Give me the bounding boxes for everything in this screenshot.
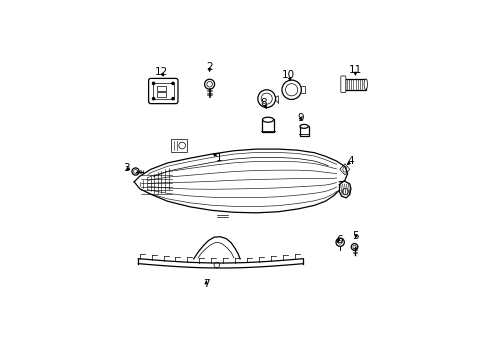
Text: 11: 11 [348, 64, 361, 75]
Text: 3: 3 [123, 163, 129, 174]
Circle shape [172, 82, 174, 85]
Text: 1: 1 [216, 153, 223, 163]
Ellipse shape [299, 125, 307, 128]
Ellipse shape [262, 117, 273, 122]
Polygon shape [339, 164, 349, 175]
FancyBboxPatch shape [344, 79, 366, 90]
FancyBboxPatch shape [157, 92, 166, 97]
Text: 10: 10 [282, 70, 295, 80]
Circle shape [152, 82, 154, 85]
Circle shape [172, 98, 174, 100]
FancyBboxPatch shape [340, 76, 345, 93]
Circle shape [152, 98, 154, 100]
Text: 5: 5 [352, 231, 359, 241]
Text: 8: 8 [260, 98, 266, 108]
FancyBboxPatch shape [299, 126, 308, 135]
Text: 12: 12 [154, 67, 168, 77]
Ellipse shape [342, 167, 346, 172]
FancyBboxPatch shape [157, 86, 166, 91]
FancyBboxPatch shape [148, 78, 178, 104]
FancyBboxPatch shape [153, 83, 173, 99]
Text: 4: 4 [347, 156, 353, 166]
Text: 7: 7 [203, 279, 209, 289]
Text: 9: 9 [297, 113, 303, 123]
Text: 2: 2 [206, 62, 212, 72]
FancyBboxPatch shape [262, 120, 273, 132]
FancyBboxPatch shape [171, 139, 187, 152]
Ellipse shape [364, 79, 366, 90]
Text: 6: 6 [335, 235, 342, 245]
